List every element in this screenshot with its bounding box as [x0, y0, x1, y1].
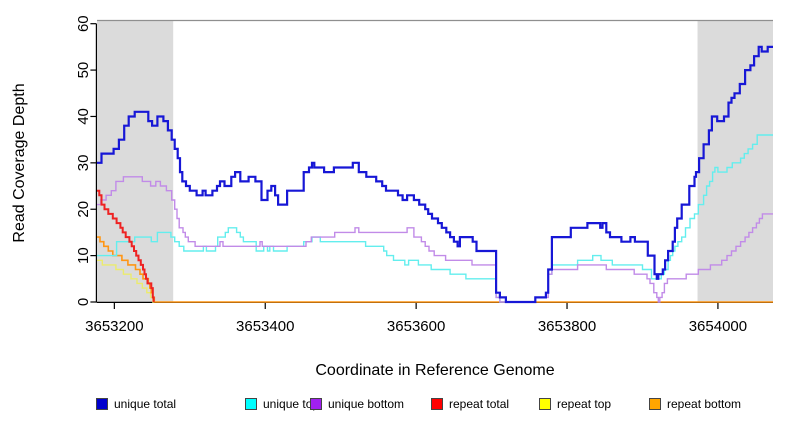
series-line-unique-bottom	[97, 176, 773, 303]
legend-swatch-repeat-bottom	[649, 398, 661, 410]
x-tick-label: 3653200	[85, 318, 143, 335]
legend-item-unique-total: unique total	[96, 397, 176, 411]
y-tick-label: 60	[75, 15, 92, 32]
x-tick-label: 3653600	[387, 318, 445, 335]
legend-swatch-unique-top	[245, 398, 257, 410]
x-tick-label: 3653800	[538, 318, 596, 335]
legend-item-repeat-top: repeat top	[539, 397, 611, 411]
legend-swatch-unique-bottom	[310, 398, 322, 410]
y-tick-label: 0	[75, 298, 92, 306]
legend-label: unique top	[263, 397, 320, 411]
y-tick-label: 20	[75, 201, 92, 218]
x-axis-title: Coordinate in Reference Genome	[315, 362, 555, 379]
legend-label: unique bottom	[328, 397, 405, 411]
legend-item-repeat-total: repeat total	[431, 397, 509, 411]
x-tick-label: 3653400	[236, 318, 294, 335]
series-line-repeat-top	[97, 259, 155, 303]
shaded-region	[697, 20, 773, 302]
y-tick-label: 40	[75, 108, 92, 125]
legend-swatch-repeat-top	[539, 398, 551, 410]
series-line-repeat-bottom	[97, 236, 773, 303]
legend-swatch-repeat-total	[431, 398, 443, 410]
legend-label: unique total	[114, 397, 177, 411]
legend-item-unique-top: unique top	[245, 397, 319, 411]
legend-item-repeat-bottom: repeat bottom	[649, 397, 741, 411]
legend-item-unique-bottom: unique bottom	[310, 397, 404, 411]
y-tick-label: 10	[75, 247, 92, 264]
legend-label: repeat total	[449, 397, 510, 411]
y-axis-title: Read Coverage Depth	[11, 83, 28, 243]
y-tick-label: 30	[75, 155, 92, 172]
legend-swatch-unique-total	[96, 398, 108, 410]
legend-label: repeat top	[557, 397, 612, 411]
x-tick-label: 3654000	[689, 318, 747, 335]
shaded-region	[97, 20, 174, 302]
series-line-repeat-total	[97, 189, 155, 302]
legend-label: repeat bottom	[667, 397, 742, 411]
y-tick-label: 50	[75, 62, 92, 79]
series-line-unique-total	[97, 45, 773, 304]
